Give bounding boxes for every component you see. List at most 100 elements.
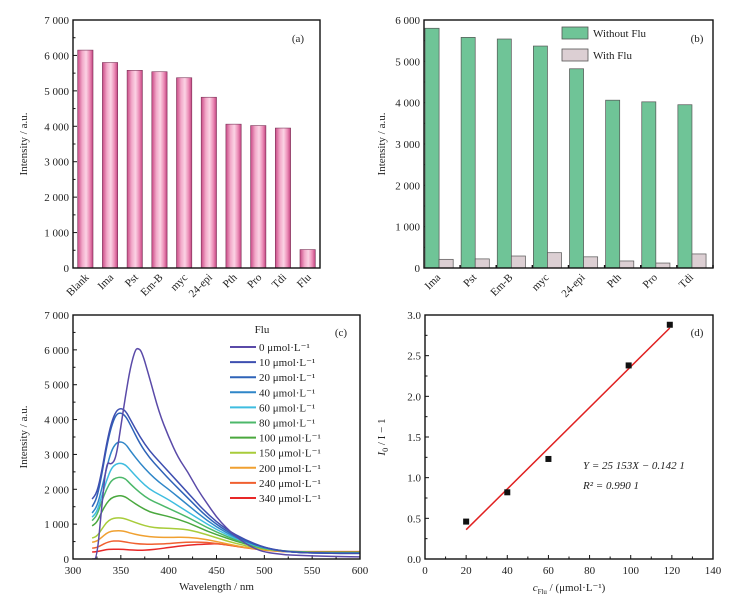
x-tick-label: 120 bbox=[664, 565, 681, 577]
bar-without-flu bbox=[460, 37, 476, 269]
x-category-label: Ima bbox=[423, 272, 444, 293]
bar bbox=[77, 49, 94, 269]
y-tick-label: 4 000 bbox=[44, 415, 69, 427]
y-tick-label: 0 bbox=[64, 263, 70, 275]
y-axis-title: Intensity / a.u. bbox=[18, 112, 30, 175]
panel-label: (c) bbox=[335, 327, 348, 339]
data-point bbox=[625, 362, 632, 369]
x-title-sub: Flu bbox=[538, 588, 548, 596]
legend-label: 80 μmol·L⁻¹ bbox=[259, 418, 315, 430]
y-tick-label: 5 000 bbox=[44, 86, 69, 98]
fit-line bbox=[465, 327, 671, 531]
legend-label: Without Flu bbox=[593, 28, 647, 40]
legend-label: 0 μmol·L⁻¹ bbox=[259, 342, 310, 354]
legend-label: 20 μmol·L⁻¹ bbox=[259, 372, 315, 384]
legend-label: 10 μmol·L⁻¹ bbox=[259, 357, 315, 369]
bar-with-flu bbox=[510, 255, 526, 269]
x-category-label: Pro bbox=[245, 271, 265, 291]
y-tick-label: 3 000 bbox=[44, 449, 69, 461]
y-axis-title: Intensity / a.u. bbox=[18, 405, 30, 468]
chart-a-frame bbox=[72, 19, 321, 269]
x-category-label: 24-epi bbox=[559, 272, 587, 300]
legend-swatch bbox=[561, 48, 589, 62]
legend-label: With Flu bbox=[593, 50, 632, 62]
series-line bbox=[91, 517, 360, 554]
x-axis-title: Wavelength / nm bbox=[179, 581, 254, 593]
y-axis-title: Intensity / a.u. bbox=[376, 112, 388, 175]
y-tick-label: 1.0 bbox=[407, 473, 421, 485]
y-tick-label: 0 bbox=[415, 263, 421, 275]
fit-equation: Y = 25 153X − 0.142 1 bbox=[583, 460, 685, 472]
bar-with-flu bbox=[619, 260, 635, 269]
x-tick-label: 400 bbox=[160, 565, 177, 577]
legend-label: 240 μmol·L⁻¹ bbox=[259, 478, 321, 490]
bar bbox=[274, 127, 291, 269]
x-tick-label: 60 bbox=[543, 565, 555, 577]
x-title-part: / (μmol·L⁻¹) bbox=[547, 582, 606, 594]
x-tick-label: 500 bbox=[256, 565, 273, 577]
legend-label: 150 μmol·L⁻¹ bbox=[259, 448, 321, 460]
y-tick-label: 2.0 bbox=[407, 391, 421, 403]
panel-label: (b) bbox=[691, 33, 704, 45]
y-tick-label: 7 000 bbox=[44, 310, 69, 322]
bar bbox=[102, 62, 119, 269]
x-tick-label: 40 bbox=[502, 565, 514, 577]
x-tick-label: 450 bbox=[208, 565, 225, 577]
x-category-label: Pth bbox=[221, 271, 240, 290]
bar bbox=[225, 123, 242, 269]
x-tick-label: 20 bbox=[461, 565, 473, 577]
y-title-sub: 0 bbox=[381, 448, 390, 452]
y-axis-title: I0 / I − 1 bbox=[376, 418, 390, 456]
series-group bbox=[91, 347, 360, 559]
x-tick-label: 350 bbox=[113, 565, 130, 577]
y-title-part: I bbox=[376, 451, 388, 457]
x-tick-label: 550 bbox=[304, 565, 321, 577]
y-tick-label: 2 000 bbox=[395, 180, 420, 192]
x-category-label: Tdi bbox=[270, 272, 289, 291]
y-title-part: / I − 1 bbox=[376, 418, 388, 447]
bar bbox=[151, 71, 168, 269]
legend-swatch bbox=[561, 26, 589, 40]
data-point bbox=[504, 489, 511, 496]
y-tick-label: 7 000 bbox=[44, 15, 69, 27]
y-tick-label: 4 000 bbox=[44, 121, 69, 133]
x-category-label: Tdi bbox=[677, 272, 696, 291]
legend-label: 60 μmol·L⁻¹ bbox=[259, 402, 315, 414]
x-category-label: Flu bbox=[295, 271, 314, 290]
y-tick-label: 3 000 bbox=[395, 139, 420, 151]
x-tick-label: 0 bbox=[422, 565, 428, 577]
x-tick-label: 600 bbox=[352, 565, 369, 577]
y-tick-label: 5 000 bbox=[44, 380, 69, 392]
bar bbox=[250, 125, 267, 269]
bar-with-flu bbox=[583, 256, 599, 269]
chart-d: 0.0 0.5 1.0 1.5 2.0 2.5 3.0 0 20 40 60 80 100 120 140 (… bbox=[376, 310, 722, 596]
data-point bbox=[666, 321, 673, 328]
y-tick-label: 6 000 bbox=[44, 345, 69, 357]
bar-with-flu bbox=[691, 253, 707, 269]
y-tick-label: 0.0 bbox=[407, 554, 421, 566]
y-tick-label: 6 000 bbox=[395, 15, 420, 27]
chart-a: 0 1 000 2 000 3 000 4 000 5 000 6 000 7 000 Blan… bbox=[18, 15, 321, 300]
x-title-part: c bbox=[533, 582, 538, 594]
y-tick-label: 2 000 bbox=[44, 484, 69, 496]
bar-without-flu bbox=[641, 101, 657, 269]
x-category-label: Em-B bbox=[488, 272, 515, 299]
x-axis-title: cFlu / (μmol·L⁻¹) bbox=[533, 582, 606, 596]
bar-without-flu bbox=[424, 27, 440, 269]
y-tick-label: 0.5 bbox=[407, 513, 421, 525]
x-tick-label: 300 bbox=[65, 565, 82, 577]
panel-label: (d) bbox=[691, 327, 704, 339]
x-category-label: Pth bbox=[605, 271, 624, 290]
bar-with-flu bbox=[438, 258, 454, 269]
y-tick-label: 3 000 bbox=[44, 157, 69, 169]
y-tick-label: 5 000 bbox=[395, 56, 420, 68]
series-line bbox=[91, 408, 360, 555]
bar bbox=[126, 70, 143, 269]
legend-label: 40 μmol·L⁻¹ bbox=[259, 387, 315, 399]
bar-without-flu bbox=[496, 38, 512, 269]
y-tick-label: 0 bbox=[64, 554, 70, 566]
bar-with-flu bbox=[474, 258, 490, 269]
bar-with-flu bbox=[547, 252, 562, 269]
x-category-label: Pst bbox=[461, 272, 479, 290]
